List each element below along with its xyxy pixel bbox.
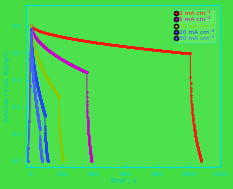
Y-axis label: Potential / V (vs. Hg/HgO): Potential / V (vs. Hg/HgO) — [5, 51, 10, 121]
Legend: 2 mA cm⁻², 5 mA cm⁻², 10 mA cm⁻², 20 mA cm⁻², 30 mA cm⁻²: 2 mA cm⁻², 5 mA cm⁻², 10 mA cm⁻², 20 mA … — [174, 9, 216, 43]
X-axis label: Time / s: Time / s — [110, 178, 137, 184]
